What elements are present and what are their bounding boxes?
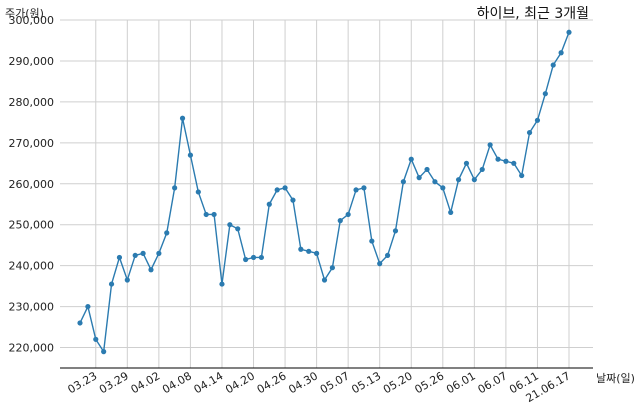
data-point <box>329 265 335 271</box>
data-point <box>140 250 146 256</box>
data-point <box>392 228 399 234</box>
data-point <box>211 211 217 218</box>
x-tick-label: 03.23 <box>65 369 99 396</box>
x-tick-label: 05.26 <box>413 369 447 396</box>
series-line <box>79 32 570 354</box>
data-point <box>511 160 517 166</box>
data-point <box>377 261 383 267</box>
data-point <box>384 252 391 259</box>
data-point <box>337 218 343 224</box>
data-point <box>432 179 438 185</box>
data-point <box>353 187 359 193</box>
data-point <box>400 179 406 185</box>
x-tick-label: 04.08 <box>160 369 194 396</box>
data-point <box>195 189 201 195</box>
data-point <box>550 62 556 68</box>
chart-title: 하이브, 최근 3개월 <box>477 6 589 22</box>
data-point <box>124 277 130 283</box>
x-tick-label: 05.20 <box>381 369 415 396</box>
data-point <box>566 29 572 35</box>
x-tick-label: 04.02 <box>129 369 163 396</box>
data-point <box>471 177 477 183</box>
y-tick-label: 280,000 <box>9 96 55 109</box>
data-point <box>448 209 454 216</box>
data-point <box>250 254 257 261</box>
data-point <box>503 158 509 164</box>
data-point <box>266 201 272 207</box>
data-point <box>274 187 280 193</box>
data-point <box>172 185 178 191</box>
data-point <box>179 115 186 121</box>
data-point <box>148 267 154 273</box>
data-point <box>558 50 564 56</box>
y-axis-label: 주가(원) <box>5 7 44 20</box>
data-point <box>479 166 485 173</box>
data-point <box>243 256 249 263</box>
data-point <box>85 303 91 310</box>
data-point <box>298 246 304 252</box>
x-tick-label: 04.14 <box>192 369 226 396</box>
x-tick-label: 06.07 <box>476 369 510 396</box>
data-point <box>345 211 351 218</box>
data-point <box>416 175 422 181</box>
data-point <box>187 152 194 158</box>
data-point <box>101 349 107 355</box>
y-tick-label: 250,000 <box>9 219 55 232</box>
data-point <box>321 277 328 283</box>
data-point <box>463 160 470 166</box>
data-point <box>369 238 375 244</box>
data-point <box>361 185 367 191</box>
data-point <box>93 336 99 342</box>
x-tick-label: 06.01 <box>444 369 478 396</box>
data-point <box>164 230 170 236</box>
data-point <box>542 91 548 97</box>
data-point <box>408 156 414 162</box>
data-point <box>495 156 501 162</box>
y-tick-label: 230,000 <box>9 301 55 314</box>
x-tick-label: 03.29 <box>97 369 131 396</box>
x-axis: 03.2303.2904.0204.0804.1404.2004.2604.30… <box>65 369 572 405</box>
data-point <box>290 197 296 203</box>
y-axis: 220,000 230,000 240,000 250,000 260,000 270,0… <box>9 14 55 355</box>
data-point <box>455 177 462 183</box>
data-point <box>77 320 83 326</box>
data-point <box>526 129 533 136</box>
data-point <box>306 248 312 254</box>
data-point <box>116 254 123 261</box>
data-points <box>77 29 572 355</box>
x-axis-label: 날짜(일) <box>596 371 635 385</box>
data-point <box>534 117 541 123</box>
y-tick-label: 220,000 <box>9 342 55 355</box>
data-point <box>314 250 320 256</box>
data-point <box>227 222 233 228</box>
x-tick-label: 05.13 <box>349 369 383 396</box>
y-tick-label: 240,000 <box>9 260 55 273</box>
data-point <box>219 281 225 287</box>
y-tick-label: 270,000 <box>9 137 55 150</box>
data-point <box>132 252 138 259</box>
y-tick-label: 300,000 <box>9 14 55 27</box>
data-point <box>258 254 265 261</box>
data-point <box>519 172 525 179</box>
data-point <box>424 166 430 173</box>
x-tick-label: 05.07 <box>318 369 352 396</box>
x-tick-label: 04.26 <box>255 369 289 396</box>
data-point <box>440 185 446 191</box>
data-point <box>487 142 493 148</box>
data-point <box>282 185 288 191</box>
y-tick-label: 290,000 <box>9 55 55 68</box>
y-tick-label: 260,000 <box>9 178 55 191</box>
x-tick-label: 04.30 <box>286 369 320 396</box>
data-point <box>108 281 115 287</box>
data-point <box>235 226 241 232</box>
grid <box>60 19 593 368</box>
data-point <box>203 211 209 218</box>
data-point <box>156 250 162 256</box>
x-tick-label: 04.20 <box>223 369 257 396</box>
